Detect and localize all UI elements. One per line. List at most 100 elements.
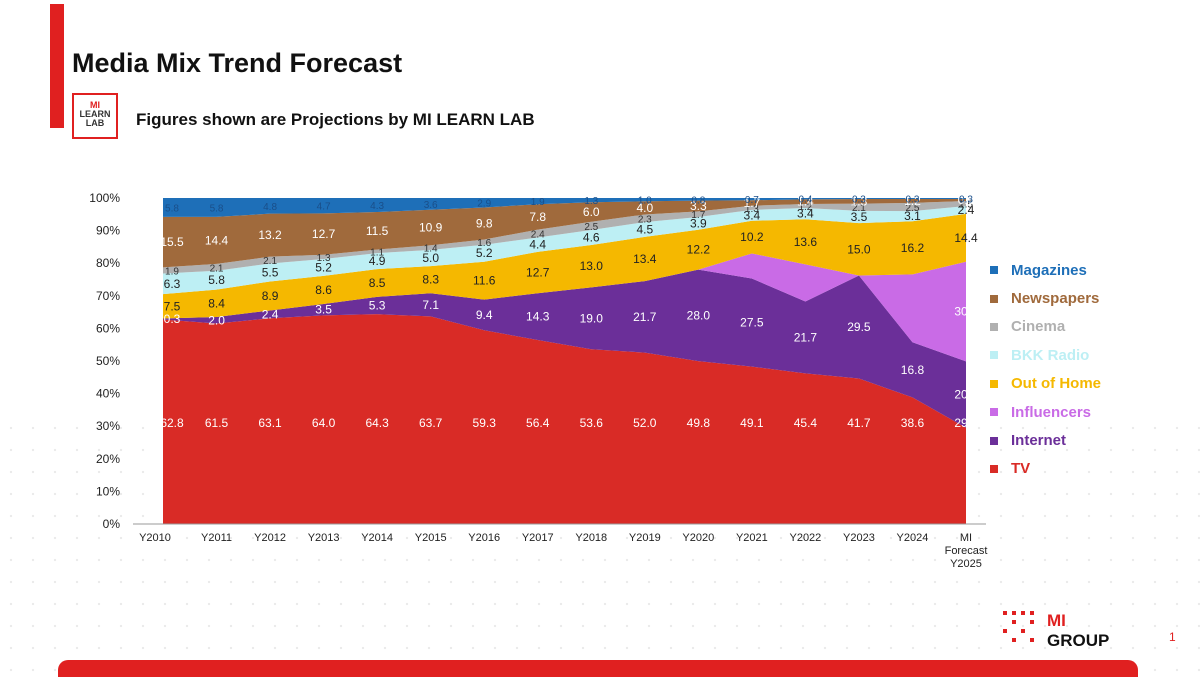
legend-item-influencers: Influencers xyxy=(990,398,1101,426)
data-label-newspapers: 7.8 xyxy=(529,210,546,224)
data-label-magazines: 5.8 xyxy=(210,203,224,214)
data-label-magazines: 1.0 xyxy=(638,196,652,207)
data-label-cinema: 1.1 xyxy=(370,247,384,258)
data-label-out-of-home: 11.6 xyxy=(473,274,496,288)
data-label-newspapers: 1.3 xyxy=(851,194,868,208)
data-label-magazines: 0.3 xyxy=(959,194,973,205)
data-label-internet: 28.0 xyxy=(687,308,711,322)
data-label-internet: 19.0 xyxy=(580,311,604,325)
data-label-bkk-radio: 5.2 xyxy=(476,246,493,260)
data-label-internet: 29.5 xyxy=(847,320,871,334)
legend-item-bkk-radio: BKK Radio xyxy=(990,341,1101,369)
data-label-internet: 21.7 xyxy=(633,310,657,324)
brand-line-2: GROUP xyxy=(1047,631,1110,650)
x-tick-label: Y2011 xyxy=(201,532,232,544)
x-tick-label: Y2018 xyxy=(575,532,607,544)
y-tick-label: 40% xyxy=(96,387,120,401)
data-label-newspapers: 13.2 xyxy=(258,228,282,242)
data-label-out-of-home: 8.4 xyxy=(208,296,225,310)
data-label-bkk-radio: 5.5 xyxy=(262,265,279,279)
area-bkk-radio xyxy=(163,205,966,295)
accent-bar xyxy=(50,4,64,128)
data-label-magazines: 2.9 xyxy=(477,199,491,210)
legend-item-internet: Internet xyxy=(990,426,1101,454)
data-label-tv: 63.7 xyxy=(419,416,443,430)
data-label-out-of-home: 16.2 xyxy=(901,241,925,255)
data-label-cinema: 2.1 xyxy=(852,203,866,214)
legend-swatch xyxy=(990,294,998,303)
data-label-newspapers: 1.2 xyxy=(904,194,921,208)
data-label-internet: 20.0 xyxy=(954,388,978,402)
data-label-newspapers: 15.5 xyxy=(160,235,184,249)
legend-label: Influencers xyxy=(1011,403,1092,421)
legend-label: Newspapers xyxy=(1011,290,1100,308)
legend-label: Out of Home xyxy=(1011,375,1101,393)
data-label-out-of-home: 13.4 xyxy=(633,252,657,266)
data-label-cinema: 1.4 xyxy=(424,244,438,255)
legend-label: TV xyxy=(1011,460,1031,478)
data-label-magazines: 4.8 xyxy=(263,202,277,213)
y-tick-label: 70% xyxy=(96,289,120,303)
data-label-tv: 52.0 xyxy=(633,416,657,430)
area-newspapers xyxy=(163,198,966,268)
y-tick-label: 0% xyxy=(103,517,121,531)
data-label-magazines: 4.3 xyxy=(370,201,384,212)
legend-label: Magazines xyxy=(1011,261,1087,279)
x-tick-label: Y2012 xyxy=(254,532,286,544)
data-label-tv: 61.5 xyxy=(205,416,229,430)
data-label-cinema: 2.5 xyxy=(584,222,598,233)
data-label-internet: 16.8 xyxy=(901,363,925,377)
data-label-tv: 49.1 xyxy=(740,416,764,430)
data-label-internet: 2.4 xyxy=(262,307,279,321)
y-tick-label: 30% xyxy=(96,419,120,433)
legend-swatch xyxy=(990,266,998,275)
data-label-newspapers: 12.7 xyxy=(312,227,336,241)
data-label-cinema: 1.6 xyxy=(477,238,491,249)
data-label-tv: 38.6 xyxy=(901,416,925,430)
legend-item-tv: TV xyxy=(990,455,1101,483)
area-out-of-home xyxy=(163,213,966,319)
data-label-bkk-radio: 4.5 xyxy=(636,222,653,236)
data-label-newspapers: 6.0 xyxy=(583,205,600,219)
page-title: Media Mix Trend Forecast xyxy=(72,48,403,78)
x-tick-label: Y2017 xyxy=(522,532,554,544)
x-tick-label: Y2010 xyxy=(139,532,171,544)
legend-label: Cinema xyxy=(1011,318,1066,336)
data-label-internet: 7.1 xyxy=(422,298,439,312)
data-label-internet: 9.4 xyxy=(476,308,493,322)
data-label-out-of-home: 13.6 xyxy=(794,235,818,249)
data-label-cinema: 2.3 xyxy=(638,214,652,225)
legend-item-cinema: Cinema xyxy=(990,313,1101,341)
area-influencers xyxy=(163,253,966,362)
data-label-out-of-home: 8.9 xyxy=(262,289,279,303)
data-label-tv: 62.8 xyxy=(160,416,184,430)
data-label-out-of-home: 10.2 xyxy=(740,230,764,244)
data-label-internet: 2.0 xyxy=(208,313,225,327)
data-label-magazines: 0.3 xyxy=(906,194,920,205)
data-label-out-of-home: 13.0 xyxy=(580,259,604,273)
data-label-bkk-radio: 3.4 xyxy=(797,207,814,221)
data-label-tv: 64.0 xyxy=(312,416,336,430)
data-label-bkk-radio: 4.6 xyxy=(583,230,600,244)
data-label-newspapers: 1.4 xyxy=(797,195,814,209)
data-label-bkk-radio: 5.0 xyxy=(422,251,439,265)
data-label-magazines: 0.7 xyxy=(745,195,759,206)
data-label-bkk-radio: 3.5 xyxy=(851,210,868,224)
data-label-magazines: 0.4 xyxy=(798,195,812,206)
x-tick-label: Y2020 xyxy=(682,532,714,544)
data-label-magazines: 0.8 xyxy=(691,195,705,206)
legend-swatch xyxy=(990,322,998,331)
mi-group-dots-icon xyxy=(1003,611,1039,647)
data-label-tv: 56.4 xyxy=(526,416,550,430)
data-label-bkk-radio: 3.4 xyxy=(744,208,761,222)
chart-legend: Magazines Newspapers Cinema BKK Radio Out of… xyxy=(990,256,1101,483)
data-label-tv: 63.1 xyxy=(258,416,282,430)
data-label-bkk-radio: 4.9 xyxy=(369,254,386,268)
data-label-out-of-home: 7.5 xyxy=(164,299,181,313)
y-tick-label: 10% xyxy=(96,484,120,498)
area-cinema xyxy=(163,200,966,274)
data-label-cinema: 2.4 xyxy=(531,230,545,241)
legend-swatch xyxy=(990,351,998,360)
y-tick-label: 20% xyxy=(96,452,120,466)
